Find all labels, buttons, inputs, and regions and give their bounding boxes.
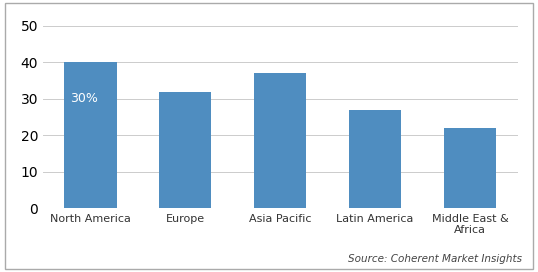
Bar (65, 62, 117, 208)
Bar (159, 91, 211, 208)
Bar (254, 73, 306, 208)
Text: 30%: 30% (70, 92, 98, 105)
Text: Source: Coherent Market Insights: Source: Coherent Market Insights (348, 254, 522, 264)
Bar (444, 128, 496, 208)
Bar (349, 110, 401, 208)
